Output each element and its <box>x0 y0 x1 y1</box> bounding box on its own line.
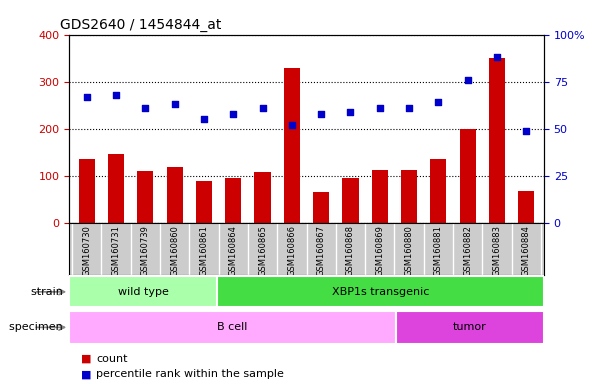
Bar <box>460 129 476 223</box>
Bar <box>401 170 417 223</box>
Text: GSM160880: GSM160880 <box>404 225 413 276</box>
Bar <box>79 159 95 223</box>
Text: GSM160860: GSM160860 <box>170 225 179 276</box>
Text: GSM160864: GSM160864 <box>229 225 238 276</box>
Text: GSM160865: GSM160865 <box>258 225 267 276</box>
Bar <box>395 311 544 344</box>
Bar <box>284 68 300 223</box>
Point <box>228 111 238 117</box>
Text: percentile rank within the sample: percentile rank within the sample <box>96 369 284 379</box>
Bar <box>225 178 241 223</box>
Text: strain: strain <box>31 287 66 297</box>
Text: GSM160882: GSM160882 <box>463 225 472 276</box>
Text: specimen: specimen <box>9 322 66 333</box>
Bar <box>69 276 218 307</box>
Point <box>492 54 502 60</box>
Text: GSM160730: GSM160730 <box>82 225 91 276</box>
Bar <box>430 159 447 223</box>
Text: GSM160861: GSM160861 <box>200 225 209 276</box>
Text: GSM160866: GSM160866 <box>287 225 296 276</box>
Point <box>346 109 355 115</box>
Bar <box>166 167 183 223</box>
Point <box>316 111 326 117</box>
Point <box>433 99 443 105</box>
Point <box>463 77 472 83</box>
Point <box>287 122 297 128</box>
Point <box>141 105 150 111</box>
Bar <box>518 191 534 223</box>
Bar <box>196 181 212 223</box>
Point <box>404 105 414 111</box>
Text: GSM160739: GSM160739 <box>141 225 150 276</box>
Text: ■: ■ <box>81 369 91 379</box>
Text: count: count <box>96 354 127 364</box>
Text: GSM160881: GSM160881 <box>434 225 443 276</box>
Text: GSM160883: GSM160883 <box>492 225 501 276</box>
Text: B cell: B cell <box>217 322 248 333</box>
Bar <box>218 276 544 307</box>
Text: wild type: wild type <box>118 287 169 297</box>
Text: GSM160731: GSM160731 <box>112 225 121 276</box>
Bar <box>69 311 395 344</box>
Bar <box>254 172 270 223</box>
Bar <box>108 154 124 223</box>
Text: tumor: tumor <box>453 322 487 333</box>
Text: ■: ■ <box>81 354 91 364</box>
Bar <box>343 178 359 223</box>
Text: GSM160868: GSM160868 <box>346 225 355 276</box>
Point <box>82 94 91 100</box>
Point <box>375 105 385 111</box>
Text: GSM160867: GSM160867 <box>317 225 326 276</box>
Point <box>258 105 267 111</box>
Bar <box>313 192 329 223</box>
Point <box>199 116 209 122</box>
Point <box>170 101 180 107</box>
Point <box>111 92 121 98</box>
Text: XBP1s transgenic: XBP1s transgenic <box>332 287 429 297</box>
Text: GDS2640 / 1454844_at: GDS2640 / 1454844_at <box>59 18 221 32</box>
Point <box>522 127 531 134</box>
Bar <box>372 170 388 223</box>
Bar <box>137 171 153 223</box>
Text: GSM160869: GSM160869 <box>375 225 384 276</box>
Text: GSM160884: GSM160884 <box>522 225 531 276</box>
Bar <box>489 58 505 223</box>
